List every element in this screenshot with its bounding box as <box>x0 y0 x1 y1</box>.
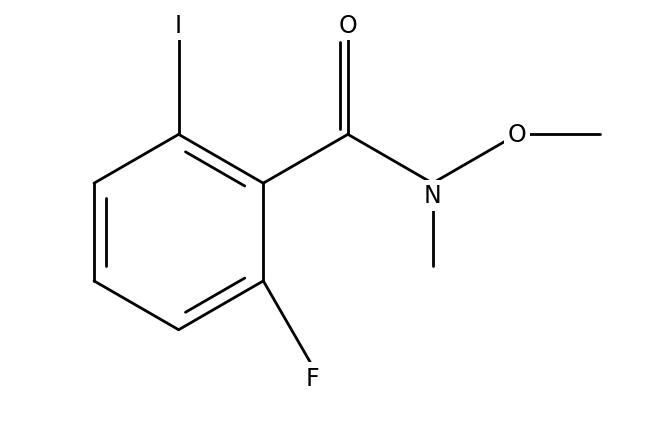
Text: O: O <box>338 14 357 37</box>
Text: O: O <box>508 123 527 147</box>
Text: I: I <box>175 14 182 37</box>
Text: F: F <box>306 366 319 390</box>
Text: N: N <box>423 184 442 208</box>
